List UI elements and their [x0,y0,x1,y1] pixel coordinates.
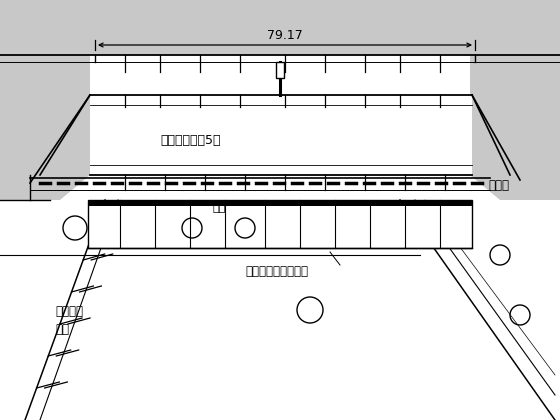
Text: 航墙: 航墙 [55,323,69,336]
Text: 拟建围堰顶宽5米: 拟建围堰顶宽5米 [160,134,221,147]
Bar [88,200,472,248]
Bar [300,200,360,206]
Polygon shape [0,55,90,200]
Bar [375,200,435,206]
Text: 沉井: 沉井 [212,203,225,213]
Bar [90,95,472,175]
Bar [276,62,284,78]
Bar [88,200,472,206]
Text: 79.17: 79.17 [267,29,303,42]
Polygon shape [470,55,560,200]
Text: 上游辅导: 上游辅导 [55,305,83,318]
Bar [0,0,560,55]
Text: 拟建工作船锡泊码头: 拟建工作船锡泊码头 [245,265,308,278]
Bar [440,200,472,206]
Text: 原护岸: 原护岸 [488,178,509,192]
